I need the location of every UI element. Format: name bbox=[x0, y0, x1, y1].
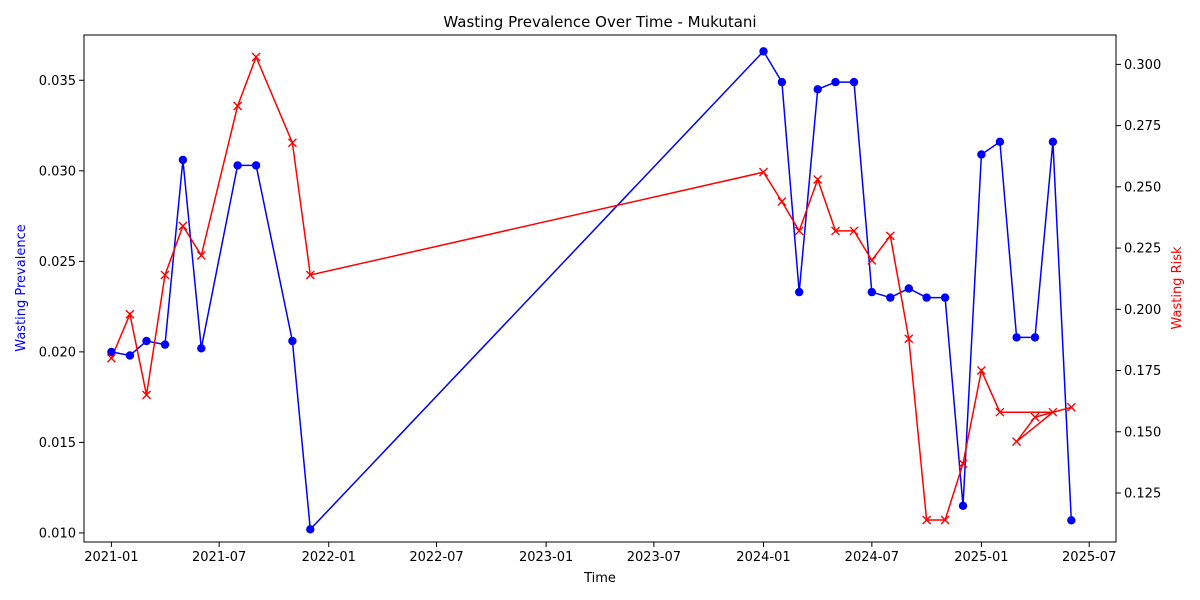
risk-point bbox=[885, 231, 895, 241]
prevalence-line bbox=[111, 50, 1073, 532]
risk-point bbox=[958, 459, 968, 469]
x-tick-label: 2021-07 bbox=[192, 550, 246, 565]
prevalence-point bbox=[107, 347, 116, 357]
risk-point bbox=[233, 101, 243, 111]
prevalence-point bbox=[777, 77, 787, 87]
risk-point bbox=[922, 515, 932, 525]
axes-layer: 2021-01 2021-07 2022-01 2022-07 2023-01 2023-… bbox=[39, 34, 1161, 565]
prevalence-point bbox=[142, 336, 151, 346]
prevalence-point bbox=[886, 293, 895, 302]
risk-point bbox=[995, 407, 1005, 417]
y-tick-label-left: 0.025 bbox=[39, 255, 76, 270]
prevalence-point bbox=[904, 284, 913, 293]
x-tick-label: 2021-01 bbox=[84, 550, 138, 565]
risk-point bbox=[813, 175, 823, 185]
y-tick-label-left: 0.035 bbox=[39, 74, 76, 89]
risk-point bbox=[106, 353, 116, 363]
risk-point bbox=[1030, 412, 1040, 422]
y-tick-label-left: 0.015 bbox=[39, 436, 76, 451]
risk-point bbox=[777, 197, 787, 207]
risk-point bbox=[849, 226, 859, 236]
prevalence-point bbox=[1048, 137, 1058, 146]
prevalence-point bbox=[251, 161, 261, 170]
y-axis-title-left: Wasting Prevalence bbox=[14, 224, 29, 351]
prevalence-point bbox=[849, 77, 859, 87]
prevalence-point bbox=[995, 137, 1005, 146]
prevalence-point bbox=[178, 155, 188, 165]
prevalence-point bbox=[233, 161, 242, 170]
x-tick-label: 2024-01 bbox=[736, 550, 790, 565]
risk-point bbox=[251, 52, 261, 62]
risk-point bbox=[758, 167, 768, 177]
risk-point bbox=[976, 366, 986, 376]
x-tick-label: 2022-01 bbox=[302, 550, 356, 565]
y-tick-label-left: 0.010 bbox=[39, 526, 76, 541]
y-tick-label-right: 0.225 bbox=[1124, 242, 1161, 257]
chart-title: Wasting Prevalence Over Time - Mukutani bbox=[443, 13, 756, 31]
y-tick-label-right: 0.175 bbox=[1124, 364, 1161, 379]
prevalence-point bbox=[288, 336, 297, 346]
x-tick-label: 2024-07 bbox=[845, 550, 899, 565]
risk-point bbox=[287, 138, 297, 148]
prevalence-point bbox=[958, 501, 968, 510]
risk-point bbox=[178, 221, 188, 231]
prevalence-point bbox=[831, 77, 840, 87]
y-axis-title-right: Wasting Risk bbox=[1170, 246, 1185, 330]
prevalence-point bbox=[759, 47, 768, 56]
risk-point bbox=[1048, 407, 1058, 417]
prevalence-point bbox=[1067, 516, 1076, 525]
prevalence-point bbox=[1030, 333, 1040, 342]
prevalence-point bbox=[977, 150, 986, 159]
y-tick-label-right: 0.275 bbox=[1124, 119, 1161, 134]
risk-point bbox=[904, 334, 914, 344]
prevalence-point bbox=[795, 287, 804, 297]
risk-point bbox=[1012, 437, 1022, 447]
prevalence-point bbox=[160, 340, 170, 349]
risk-line bbox=[110, 54, 1072, 521]
y-tick-label-left: 0.030 bbox=[39, 164, 76, 179]
x-tick-label: 2023-07 bbox=[627, 550, 681, 565]
plot-frame bbox=[83, 34, 1117, 543]
y-tick-label-right: 0.150 bbox=[1124, 425, 1161, 440]
prevalence-point bbox=[940, 293, 950, 302]
y-tick-label-left: 0.020 bbox=[39, 345, 76, 360]
series-layer bbox=[106, 47, 1076, 534]
prevalence-point bbox=[813, 85, 822, 94]
prevalence-point bbox=[197, 344, 206, 353]
x-tick-label: 2025-01 bbox=[954, 550, 1008, 565]
risk-point bbox=[160, 270, 170, 280]
prevalence-point bbox=[922, 293, 931, 302]
x-tick-label: 2023-01 bbox=[519, 550, 573, 565]
y-tick-label-right: 0.200 bbox=[1124, 303, 1161, 318]
x-tick-label: 2025-07 bbox=[1062, 550, 1116, 565]
prevalence-point bbox=[125, 351, 135, 360]
risk-point bbox=[831, 226, 841, 236]
risk-point bbox=[305, 270, 315, 280]
y-tick-label-right: 0.250 bbox=[1124, 180, 1161, 195]
risk-point bbox=[794, 226, 804, 236]
risk-point bbox=[125, 309, 135, 319]
risk-point bbox=[1066, 402, 1076, 412]
y-tick-label-right: 0.300 bbox=[1124, 58, 1161, 73]
prevalence-point bbox=[867, 287, 876, 297]
x-tick-label: 2022-07 bbox=[409, 550, 463, 565]
risk-point bbox=[142, 390, 152, 400]
risk-point bbox=[867, 255, 877, 265]
x-axis-title: Time bbox=[583, 571, 616, 586]
risk-point bbox=[196, 250, 206, 260]
prevalence-point bbox=[1012, 333, 1021, 342]
risk-point bbox=[940, 515, 950, 525]
prevalence-point bbox=[306, 525, 315, 534]
y-tick-label-right: 0.125 bbox=[1124, 487, 1161, 502]
